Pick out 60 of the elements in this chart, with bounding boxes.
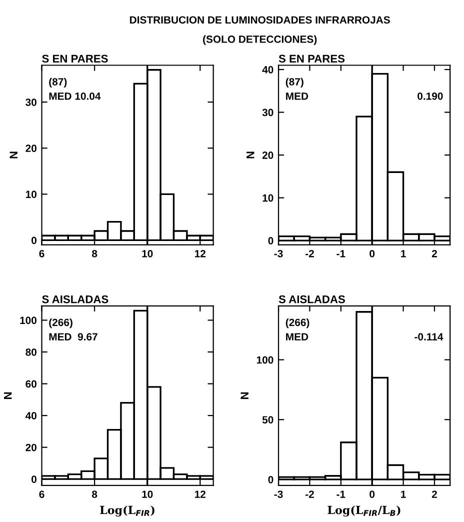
annotation: MED [286,333,308,340]
chart-title: S EN PARES [42,54,108,63]
x-tick-label: -1 [336,490,346,498]
text: DISTRIBUCION DE LUMINOSIDADES INFRARROJAS [130,16,390,24]
y-tick-label: 40 [25,412,36,420]
y-tick-label: 100 [20,316,36,324]
y-tick-label: 10 [26,190,36,198]
y-tick-label: 0 [268,476,274,484]
x-tick-label: 1 [401,250,406,258]
x-tick-label: 10 [142,490,153,498]
chart-title: S AISLADAS [42,295,108,304]
y-tick-label: 80 [26,348,36,356]
y-tick-label: 0 [32,476,36,483]
y-tick-label: 30 [26,98,36,106]
annotation: (266) [49,318,72,328]
x-tick-label: 1 [401,490,406,498]
y-tick-label: 40 [262,66,274,74]
y-tick-label: 20 [262,152,274,159]
x-axis-title: Log(L$_{FIR}$/L$_{B}$) [328,506,400,516]
y-tick-label: 20 [26,444,36,452]
x-tick-label: 0 [370,250,375,258]
x-tick-label: 6 [39,490,44,498]
y-tick-label: 20 [26,144,36,152]
x-axis-title: Log(L$_{FIR}$) [100,506,154,516]
x-tick-label: -2 [305,250,314,258]
y-tick-label: 30 [262,108,274,116]
x-tick-label: -2 [305,490,314,498]
x-tick-label: 12 [194,250,206,258]
y-tick-label: 50 [262,416,274,424]
y-axis-title: N [10,152,18,158]
x-tick-label: 8 [92,250,98,258]
x-tick-label: -1 [336,250,346,258]
x-tick-label: 2 [432,250,437,258]
y-tick-label: 0 [32,236,36,244]
annotation: -0.114 [414,333,444,340]
x-tick-label: -3 [274,250,283,258]
chart-title: S AISLADAS [278,295,345,304]
x-tick-label: 0 [370,490,375,498]
x-tick-label: 10 [142,250,153,258]
y-tick-label: 0 [268,237,274,244]
y-tick-label: 60 [26,380,36,388]
x-tick-label: 8 [92,490,98,498]
annotation: (266) [286,318,310,328]
y-axis-title: N [4,392,12,399]
annotation: (87) [286,78,304,88]
annotation: 0.190 [418,92,443,100]
x-tick-label: 12 [194,490,206,498]
y-axis-title: N [246,152,254,158]
y-tick-label: 100 [256,356,274,364]
annotation: (87) [49,78,67,88]
chart-title: S EN PARES [278,54,345,63]
x-tick-label: -3 [274,490,283,498]
x-tick-label: 6 [39,250,44,258]
annotation: MED [286,92,308,100]
text: (SOLO DETECCIONES) [203,35,317,45]
annotation: MED 9.67 [49,333,98,340]
y-axis-title: N [240,392,248,399]
y-tick-label: 10 [262,194,274,202]
x-tick-label: 2 [432,490,437,498]
annotation: MED 10.04 [49,92,101,100]
